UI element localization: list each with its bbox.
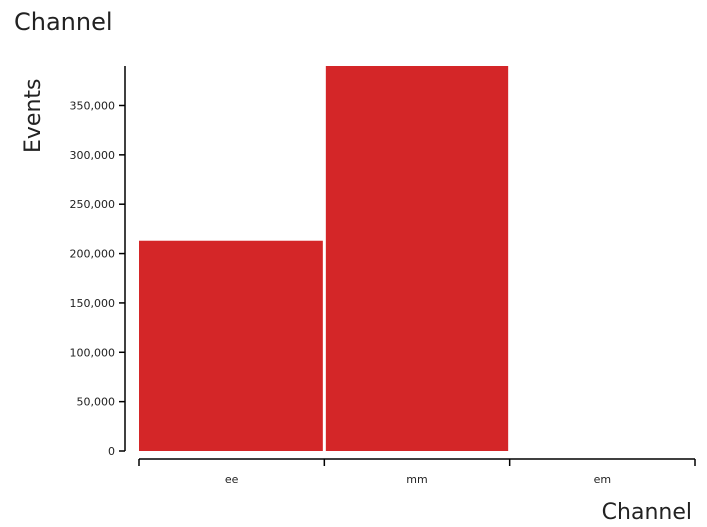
x-axis-label: Channel: [602, 500, 692, 525]
x-tick-label-em: em: [594, 473, 611, 486]
y-tick-label: 150,000: [70, 297, 116, 310]
bar-ee: [139, 240, 323, 451]
y-tick-label: 50,000: [77, 396, 116, 409]
x-tick-label-ee: ee: [225, 473, 239, 486]
y-tick-label: 100,000: [70, 346, 116, 359]
x-axis: ee mm em: [138, 458, 696, 486]
y-axis: 0 50,000 100,000 150,000 200,000 250,000 300,0…: [70, 66, 126, 458]
y-tick-label: 250,000: [70, 198, 116, 211]
y-tick-label: 200,000: [70, 248, 116, 261]
y-axis-label: Events: [21, 79, 46, 154]
y-tick-label: 0: [108, 445, 115, 458]
y-tick-label: 300,000: [70, 149, 116, 162]
y-tick-label: 350,000: [70, 99, 116, 112]
bars-group: [139, 66, 509, 451]
chart-title: Channel: [14, 8, 113, 36]
x-tick-label-mm: mm: [406, 473, 427, 486]
bar-mm: [325, 66, 509, 451]
